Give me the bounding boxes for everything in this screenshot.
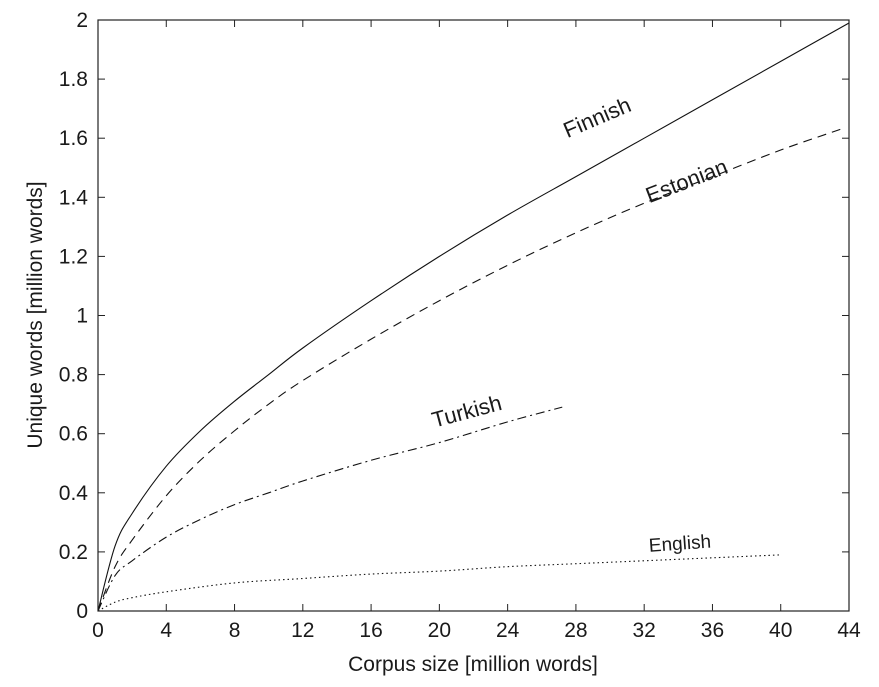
y-tick-label: 0.6 bbox=[59, 423, 88, 446]
plot-frame bbox=[97, 19, 850, 612]
y-tick-label: 0.8 bbox=[59, 364, 88, 387]
series-group bbox=[97, 22, 850, 612]
y-tick-label: 0.2 bbox=[59, 541, 88, 564]
x-tick-label: 12 bbox=[291, 619, 314, 642]
y-tick-label: 1 bbox=[76, 305, 88, 328]
series-label-finnish: Finnish bbox=[560, 92, 635, 143]
series-label-turkish: Turkish bbox=[429, 390, 504, 433]
x-tick-label: 24 bbox=[496, 619, 520, 642]
y-tick-label: 1.6 bbox=[59, 127, 88, 150]
x-tick-label: 36 bbox=[701, 619, 724, 642]
x-tick-label: 32 bbox=[633, 619, 656, 642]
y-tick-label: 2 bbox=[76, 9, 88, 32]
y-tick-label: 0 bbox=[76, 600, 88, 623]
series-line-english bbox=[97, 554, 781, 612]
y-tick-label: 1.4 bbox=[59, 186, 89, 209]
series-line-estonian bbox=[97, 128, 841, 612]
series-line-turkish bbox=[97, 406, 563, 612]
series-label-estonian: Estonian bbox=[642, 154, 731, 208]
y-axis-title: Unique words [million words] bbox=[24, 181, 47, 448]
y-tick-label: 1.8 bbox=[59, 68, 88, 91]
series-line-finnish bbox=[97, 22, 850, 612]
y-tick-label: 0.4 bbox=[59, 482, 89, 505]
x-tick-label: 16 bbox=[359, 619, 382, 642]
y-tick-label: 1.2 bbox=[59, 245, 88, 268]
x-tick-label: 0 bbox=[92, 619, 104, 642]
plot-area bbox=[97, 19, 850, 612]
x-tick-label: 28 bbox=[564, 619, 587, 642]
series-label-english: English bbox=[648, 532, 712, 557]
axes-group: 0 4 8 12 16 20 24 28 32 36 40 44 0 0.2 0.4 0.6 0.8 1 1.2 1.… bbox=[59, 9, 861, 642]
x-tick-label: 8 bbox=[229, 619, 241, 642]
x-tick-label: 20 bbox=[428, 619, 451, 642]
x-tick-label: 40 bbox=[769, 619, 792, 642]
x-axis-title: Corpus size [million words] bbox=[348, 653, 598, 676]
x-tick-label: 4 bbox=[160, 619, 172, 642]
x-tick-label: 44 bbox=[837, 619, 861, 642]
